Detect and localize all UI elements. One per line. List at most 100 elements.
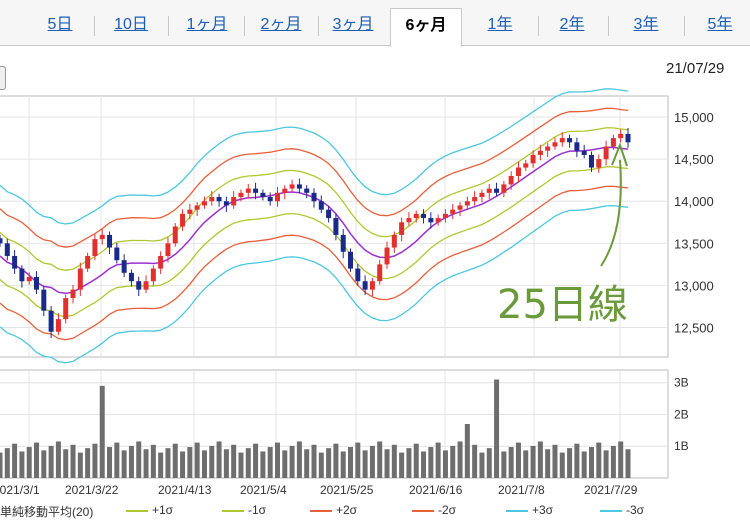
volume-bar [128, 445, 134, 478]
candle-body [26, 277, 32, 282]
legend-m1-label: -1σ [248, 503, 267, 517]
candle-body [70, 289, 76, 299]
price-plot-frame [0, 95, 669, 358]
volume-bar [369, 445, 375, 478]
volume-bar [486, 448, 492, 478]
tab-5y[interactable]: 5年 [707, 16, 733, 33]
tab-separator [94, 16, 95, 36]
volume-bar [523, 450, 529, 478]
candle-body [384, 247, 390, 265]
volume-bar [121, 450, 127, 478]
candle-body [355, 268, 361, 282]
tab-6m[interactable]: 6ヶ月 [390, 8, 462, 47]
volume-bar [201, 450, 207, 478]
candle-body [92, 239, 98, 256]
candle-body [0, 238, 3, 244]
volume-bar [348, 447, 354, 478]
legend-m1: -1σ [222, 503, 266, 517]
candle-body [406, 218, 412, 223]
volume-bar [304, 449, 310, 478]
volume-bar [311, 444, 317, 478]
candle-body [253, 188, 259, 193]
candle-body [610, 138, 616, 147]
volume-bar [552, 444, 558, 478]
candle-body [107, 234, 113, 248]
volume-bar [574, 443, 580, 478]
legend-ma: 単純移動平均(20) [0, 503, 93, 520]
volume-bar [253, 443, 259, 478]
volume-bar [165, 448, 171, 478]
tab-1m[interactable]: 1ヶ月 [186, 16, 228, 33]
band-plus1-sigma [0, 127, 629, 271]
volume-bar [326, 448, 332, 478]
annotation-arrow-head [611, 142, 628, 167]
volume-bar [231, 444, 237, 478]
volume-bar [530, 445, 536, 478]
volume-bar [136, 441, 142, 478]
candle-body [435, 218, 441, 223]
candle-body [472, 197, 478, 202]
volume-bar [399, 452, 405, 478]
x-tick-label: 2021/5/4 [240, 483, 287, 497]
volume-bar [34, 442, 40, 478]
band-plus2-sigma [0, 107, 629, 248]
candle-body [238, 192, 244, 198]
candle-body [625, 133, 631, 143]
volume-bar [588, 447, 594, 478]
candle-body [41, 289, 47, 311]
chart-options-button[interactable] [0, 66, 6, 90]
candle-body [348, 251, 354, 269]
volume-bar [442, 450, 448, 478]
volume-bar [603, 450, 609, 478]
candle-body [289, 184, 295, 189]
volume-bar [333, 443, 339, 478]
price-tick-label: 13,000 [674, 278, 714, 293]
candle-body [180, 213, 186, 227]
candle-body [4, 243, 10, 256]
volume-bar [187, 447, 193, 478]
legend-p2-label: +2σ [336, 503, 358, 517]
legend-swatch-m1 [222, 509, 244, 512]
price-tick-label: 12,500 [674, 321, 714, 336]
x-tick-label: 2021/4/13 [158, 483, 212, 497]
candle-body [231, 197, 237, 206]
candle-body [494, 188, 500, 193]
volume-bar [0, 452, 3, 478]
legend-swatch-m3 [600, 509, 622, 512]
legend-m2: -2σ [412, 503, 456, 517]
volume-bar [143, 449, 149, 478]
candle-body [537, 150, 543, 155]
volume-bar [618, 441, 624, 478]
tab-3y[interactable]: 3年 [633, 16, 659, 33]
volume-bar [464, 424, 470, 478]
volume-bar [19, 451, 25, 478]
tab-10d[interactable]: 10日 [114, 16, 148, 33]
candle-body [340, 234, 346, 252]
volume-bar [245, 448, 251, 478]
volume-bar [12, 443, 18, 478]
legend-m2-label: -2σ [438, 503, 457, 517]
volume-bar [421, 451, 427, 478]
tab-1y[interactable]: 1年 [487, 16, 513, 33]
volume-bar [216, 441, 222, 478]
volume-bar [610, 445, 616, 478]
tab-2y[interactable]: 2年 [559, 16, 585, 33]
candle-body [12, 255, 18, 269]
volume-bar [172, 443, 178, 478]
annotation-arrow-line [600, 159, 622, 267]
tab-3m[interactable]: 3ヶ月 [332, 16, 374, 33]
volume-bar [85, 448, 91, 478]
candle-body [399, 222, 405, 235]
volume-bar [625, 449, 631, 478]
tab-5d[interactable]: 5日 [47, 16, 73, 33]
price-tick-label: 13,500 [674, 236, 714, 251]
candle-body [274, 192, 280, 202]
tab-separator [168, 16, 169, 36]
tab-2m[interactable]: 2ヶ月 [260, 16, 302, 33]
volume-bar [318, 452, 324, 478]
candle-body [34, 277, 40, 290]
volume-bar [501, 451, 507, 478]
candle-body [486, 188, 492, 193]
x-tick-label: 2021/3/1 [0, 483, 40, 497]
candle-body [19, 268, 25, 282]
